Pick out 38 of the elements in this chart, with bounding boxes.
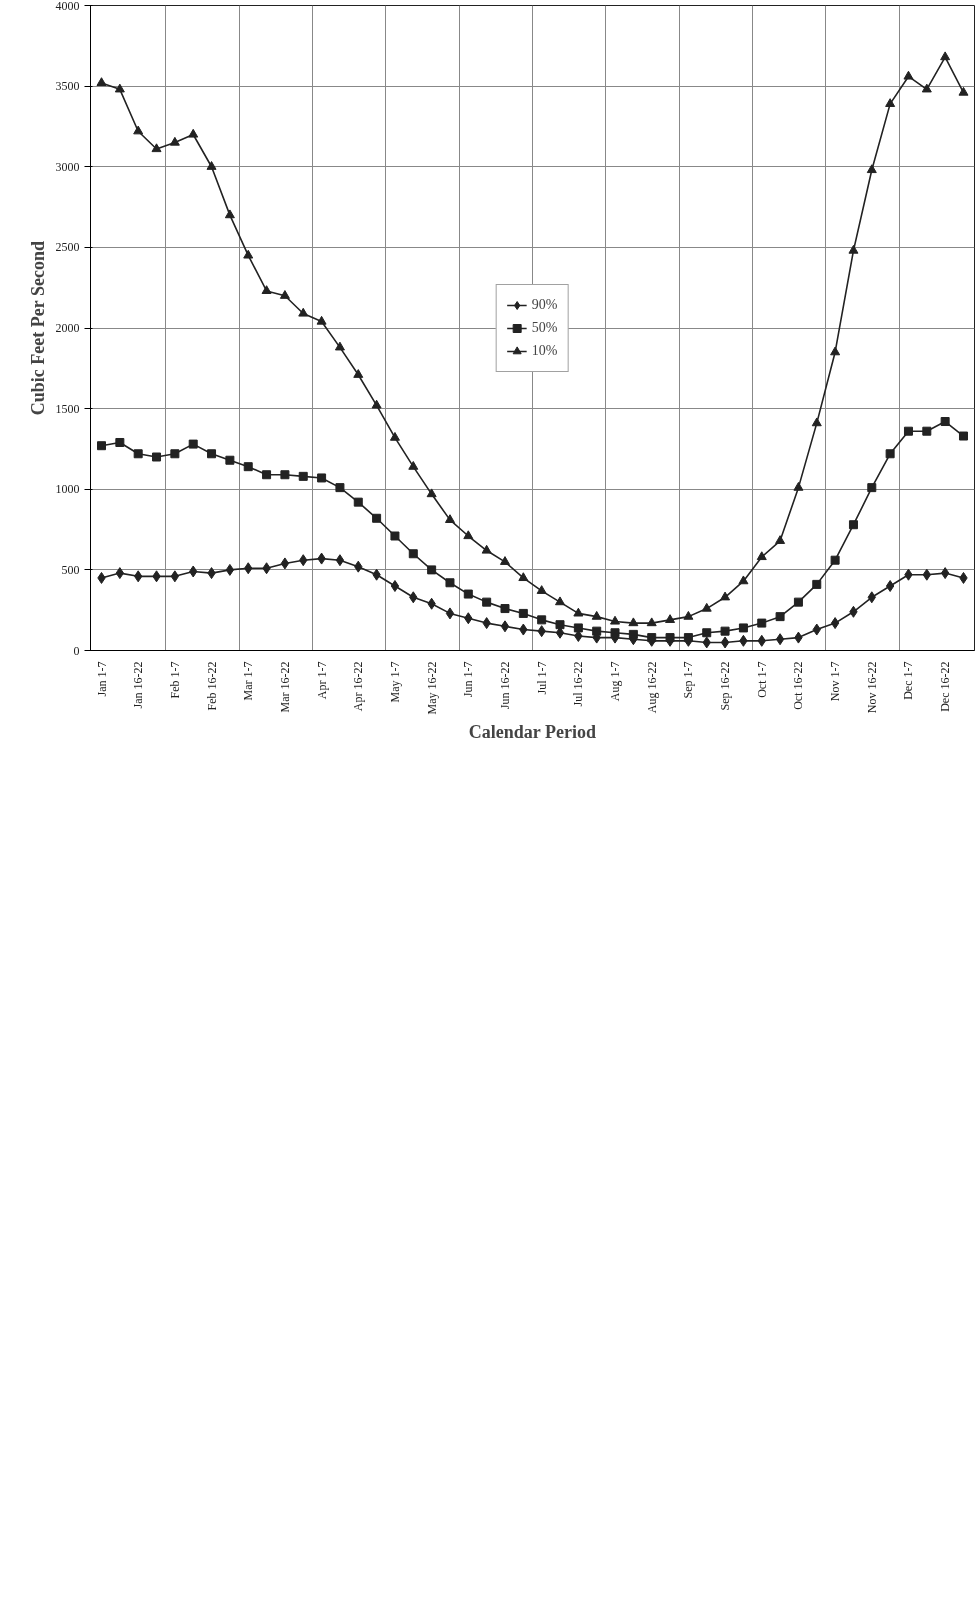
x-tick-label: Oct 1-7 bbox=[754, 661, 769, 698]
y-tick-label: 0 bbox=[73, 643, 80, 658]
y-tick-label: 3500 bbox=[55, 79, 80, 94]
x-tick-label: Jul 1-7 bbox=[534, 661, 549, 695]
x-tick-label: Jan 1-7 bbox=[94, 661, 109, 697]
x-tick-label: Mar 16-22 bbox=[277, 661, 292, 713]
y-axis-title: Cubic Feet Per Second bbox=[27, 241, 48, 416]
y-tick-label: 1500 bbox=[55, 401, 80, 416]
x-tick-label: May 1-7 bbox=[387, 661, 402, 703]
x-tick-label: Sep 1-7 bbox=[681, 661, 696, 699]
x-tick-label: Aug 1-7 bbox=[608, 661, 623, 702]
y-tick-label: 4000 bbox=[55, 0, 80, 13]
x-tick-label: Jun 16-22 bbox=[497, 661, 512, 710]
y-tick-label: 500 bbox=[61, 562, 80, 577]
x-tick-label: Nov 1-7 bbox=[828, 661, 843, 702]
x-tick-label: Nov 16-22 bbox=[864, 661, 879, 714]
legend-label: 90% bbox=[531, 296, 558, 313]
legend-label: 50% bbox=[531, 319, 558, 336]
x-axis-title: Calendar Period bbox=[468, 722, 596, 743]
x-tick-label: Oct 16-22 bbox=[791, 661, 806, 710]
x-tick-label: May 16-22 bbox=[424, 661, 439, 715]
x-tick-label: Aug 16-22 bbox=[644, 661, 659, 714]
x-tick-label: Jun 1-7 bbox=[461, 661, 476, 698]
x-tick-label: Jul 16-22 bbox=[571, 661, 586, 707]
x-tick-label: Apr 16-22 bbox=[351, 661, 366, 712]
x-tick-label: Apr 1-7 bbox=[314, 661, 329, 700]
x-tick-label: Mar 1-7 bbox=[241, 661, 256, 701]
x-tick-label: Dec 1-7 bbox=[901, 661, 916, 700]
x-tick-label: Sep 16-22 bbox=[718, 661, 733, 711]
y-tick-label: 3000 bbox=[55, 159, 80, 174]
x-tick-label: Feb 16-22 bbox=[204, 661, 219, 711]
legend-label: 10% bbox=[531, 342, 558, 359]
y-tick-label: 2000 bbox=[55, 321, 80, 335]
x-tick-label: Dec 16-22 bbox=[938, 661, 953, 712]
x-tick-label: Feb 1-7 bbox=[167, 661, 182, 699]
x-tick-label: Jan 16-22 bbox=[131, 661, 146, 709]
y-tick-label: 2500 bbox=[55, 240, 80, 255]
y-tick-label: 1000 bbox=[55, 482, 80, 497]
